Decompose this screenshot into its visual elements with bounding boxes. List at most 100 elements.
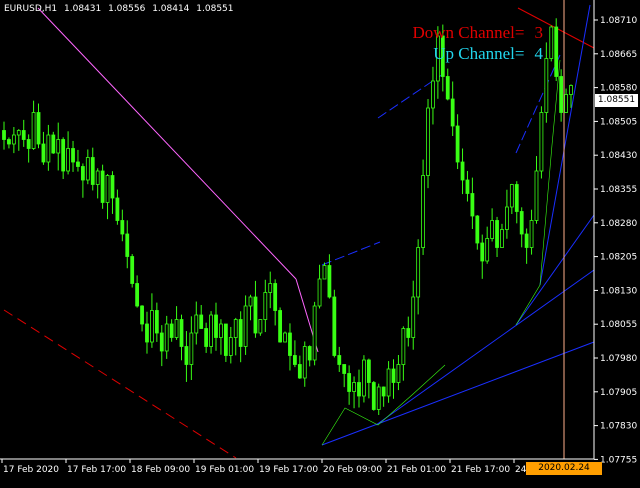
candle-body xyxy=(199,314,204,329)
candle-body xyxy=(154,310,159,334)
candle-body xyxy=(426,107,430,176)
down-channel-lower xyxy=(3,309,237,459)
candle-body xyxy=(539,112,544,172)
candle-body xyxy=(204,328,209,347)
candle-body xyxy=(312,305,317,361)
up-channel-text: Up Channel= xyxy=(433,44,525,63)
candle-body xyxy=(258,319,263,334)
candle-body xyxy=(100,170,105,203)
price-tick-label: 1.08710 xyxy=(600,16,637,26)
candle-body xyxy=(495,220,499,248)
candle-body xyxy=(61,139,66,172)
candle-body xyxy=(194,314,199,334)
zigzag-1 xyxy=(321,364,446,446)
candle-body xyxy=(302,346,307,379)
time-tick-label: 21 Feb 17:00 xyxy=(451,465,510,475)
price-tick-label: 1.07755 xyxy=(600,455,637,465)
candle-body xyxy=(440,35,445,77)
candle-body xyxy=(357,382,361,397)
candle-body xyxy=(514,184,519,212)
candle-body xyxy=(66,148,70,172)
candle-body xyxy=(554,26,559,77)
time-tick-label: 20 Feb 09:00 xyxy=(323,465,382,475)
price-tick-label: 1.08355 xyxy=(600,185,637,195)
candle-body xyxy=(26,139,31,149)
candle-body xyxy=(115,197,120,221)
candle-body xyxy=(85,157,90,181)
candle-body xyxy=(145,323,149,343)
candle-body xyxy=(529,220,534,248)
time-tick-label: 18 Feb 09:00 xyxy=(131,465,190,475)
candle-body xyxy=(140,305,144,325)
candle-body xyxy=(80,166,85,181)
candle-body xyxy=(500,229,504,248)
candle-body xyxy=(322,265,327,280)
candle-body xyxy=(223,323,228,356)
up-channel-count: Up Channel= 4 xyxy=(433,44,543,64)
chart-axes: 1.08710 1.08665 1.08580 1.08505 1.08430 1.083… xyxy=(0,0,637,475)
current-price-marker: 1.08551 xyxy=(595,94,638,107)
candle-body xyxy=(327,265,332,298)
candle-body xyxy=(371,382,376,410)
candle-body xyxy=(396,364,401,383)
candle-body xyxy=(559,76,564,113)
candle-body xyxy=(238,319,243,347)
candle-body xyxy=(342,364,347,374)
candle-body xyxy=(214,314,218,338)
up-channel-value: 4 xyxy=(534,44,544,63)
price-tick-label: 1.08430 xyxy=(600,151,637,161)
candle-body xyxy=(268,283,273,293)
candle-body xyxy=(475,215,480,244)
candle-body xyxy=(524,233,529,248)
candle-body xyxy=(376,386,381,410)
candle-body xyxy=(391,368,396,383)
price-tick-label: 1.08580 xyxy=(600,84,637,94)
candle-body xyxy=(509,184,514,208)
candle-body xyxy=(243,305,248,347)
candle-body xyxy=(120,220,125,235)
candle-body xyxy=(421,175,425,248)
candle-body xyxy=(36,112,41,145)
candle-body xyxy=(278,310,283,343)
candle-body xyxy=(11,134,16,145)
candle-body xyxy=(352,382,356,392)
candle-body xyxy=(317,278,322,307)
candle-body xyxy=(283,332,287,343)
candle-body xyxy=(71,148,75,163)
candle-body xyxy=(76,161,80,167)
candle-body xyxy=(273,283,278,311)
down-channel-count: Down Channel= 3 xyxy=(412,23,543,43)
candle-body xyxy=(490,220,495,239)
candle-body xyxy=(431,80,435,109)
low-price: 1.08414 xyxy=(152,4,190,14)
price-tick-label: 1.07905 xyxy=(600,388,637,398)
candle-body xyxy=(135,283,140,307)
candle-body xyxy=(307,346,312,361)
candle-body xyxy=(164,323,169,352)
price-tick-label: 1.08130 xyxy=(600,286,637,296)
candle-body xyxy=(179,319,184,347)
candle-body xyxy=(549,26,554,59)
price-tick-label: 1.07830 xyxy=(600,422,637,432)
candle-body xyxy=(263,292,268,320)
symbol-name: EURUSD,H1 xyxy=(4,4,58,14)
channel-lines xyxy=(3,0,595,459)
candle-body xyxy=(90,157,95,185)
close-price: 1.08551 xyxy=(196,4,234,14)
down-trendline xyxy=(37,7,297,280)
candle-body xyxy=(21,130,26,140)
candle-body xyxy=(485,238,490,262)
down-channel-text: Down Channel= xyxy=(412,23,525,42)
candle-body xyxy=(564,94,568,113)
candle-body xyxy=(445,76,450,100)
zigzag-2 xyxy=(515,59,561,326)
candle-body xyxy=(219,323,223,338)
candle-body xyxy=(209,314,213,347)
candle-body xyxy=(51,134,56,154)
price-tick-label: 1.08665 xyxy=(600,50,637,60)
candle-body xyxy=(228,337,233,356)
candle-body xyxy=(534,170,539,221)
candle-body xyxy=(455,125,460,163)
